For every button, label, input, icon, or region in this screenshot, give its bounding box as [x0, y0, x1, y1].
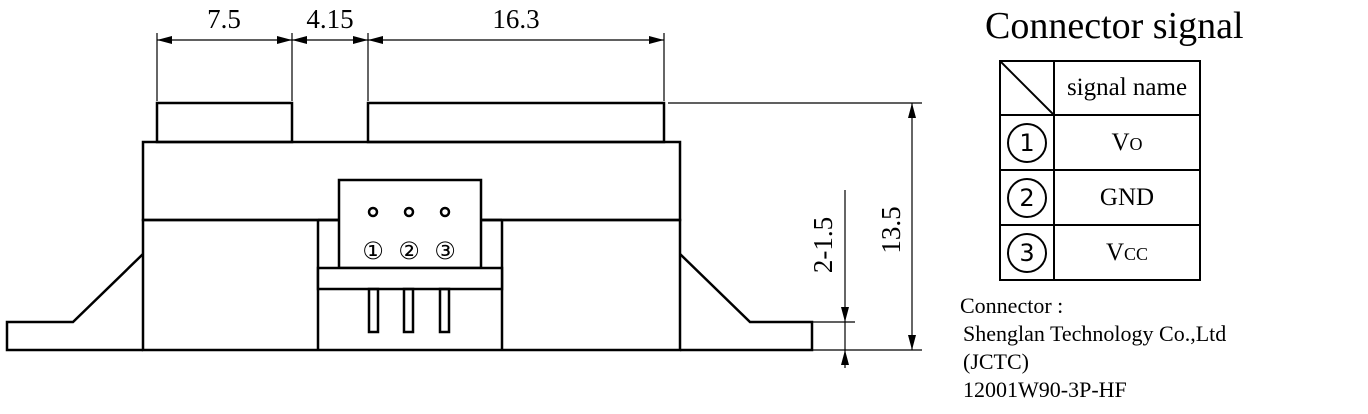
- connector-part-number: 12001W90-3P-HF: [963, 377, 1127, 402]
- dim-16-3: 16.3: [492, 4, 539, 34]
- connector-label: Connector :: [960, 293, 1064, 318]
- signal-name: VCC: [1053, 224, 1201, 281]
- connector-manufacturer: Shenglan Technology Co.,Ltd: [963, 321, 1227, 346]
- table-row: 2 GND: [999, 169, 1201, 226]
- pin-2: [402, 287, 415, 334]
- pin-3: [438, 287, 451, 334]
- dim-pin-length: 2-1.5: [808, 217, 838, 273]
- table-row: 1 VO: [999, 114, 1201, 171]
- right-flange: [679, 253, 814, 352]
- signal-name: VO: [1053, 114, 1201, 171]
- connector-base: [316, 266, 504, 291]
- top-left-block: [155, 101, 294, 144]
- pin-label-3: ③: [434, 237, 456, 265]
- connector-signal-title: Connector signal: [985, 5, 1244, 47]
- dim-7-5: 7.5: [207, 4, 241, 34]
- signal-name: GND: [1053, 169, 1201, 226]
- table-header-row: signal name: [999, 60, 1201, 116]
- signal-name-header: signal name: [1053, 60, 1201, 116]
- corner-cell: [999, 60, 1055, 116]
- pin-number: 1: [1007, 122, 1047, 163]
- top-right-block: [366, 101, 666, 144]
- connector-info: Connector : Shenglan Technology Co.,Ltd …: [960, 292, 1226, 404]
- pin-number: 3: [1007, 232, 1047, 273]
- signal-table: signal name 1 VO 2 GND 3 VCC: [999, 60, 1201, 281]
- connector-housing: [337, 178, 483, 270]
- pin-label-1: ①: [362, 237, 384, 265]
- table-row: 3 VCC: [999, 224, 1201, 281]
- pin-hole-2: [403, 206, 415, 218]
- pin-hole-3: [439, 206, 451, 218]
- pin-1: [367, 287, 380, 334]
- connector-abbreviation: (JCTC): [963, 349, 1029, 374]
- side-view-drawing: 7.5 4.15 16.3 13.5 2-1.5 ① ② ③: [5, 4, 922, 368]
- pin-hole-1: [367, 206, 379, 218]
- dim-4-15: 4.15: [306, 4, 353, 34]
- pin-label-2: ②: [398, 237, 420, 265]
- dim-13-5: 13.5: [876, 206, 906, 253]
- left-flange: [5, 253, 144, 352]
- pin-number: 2: [1007, 177, 1047, 218]
